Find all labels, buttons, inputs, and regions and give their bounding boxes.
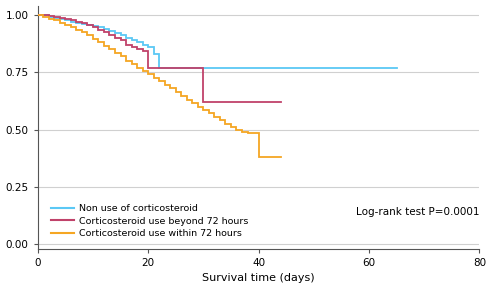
Legend: Non use of corticosteroid, Corticosteroid use beyond 72 hours, Corticosteroid us: Non use of corticosteroid, Corticosteroi… bbox=[47, 201, 252, 242]
Text: Log-rank test P=0.0001: Log-rank test P=0.0001 bbox=[356, 208, 480, 217]
X-axis label: Survival time (days): Survival time (days) bbox=[202, 273, 315, 284]
